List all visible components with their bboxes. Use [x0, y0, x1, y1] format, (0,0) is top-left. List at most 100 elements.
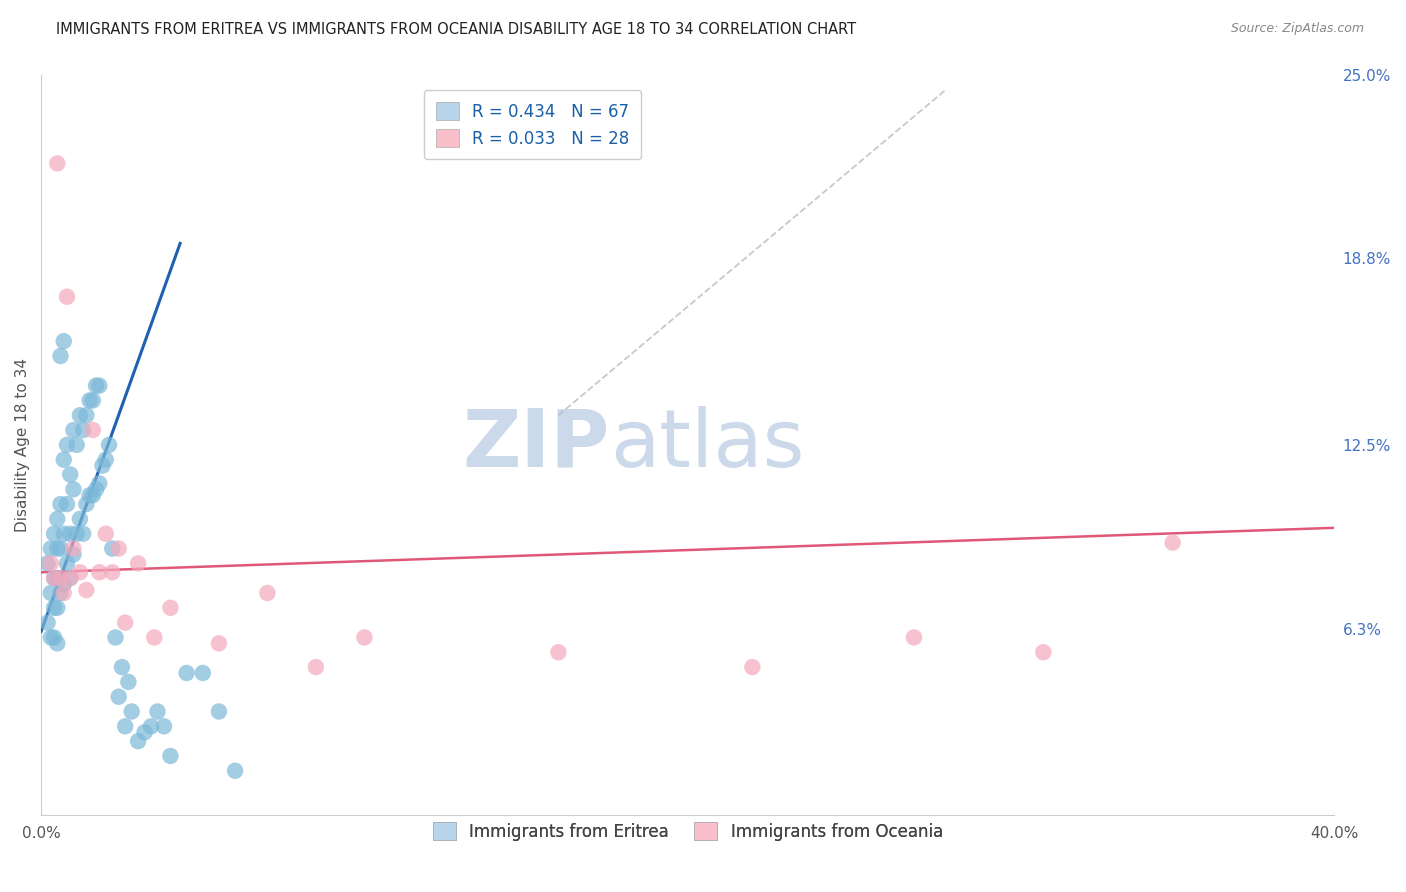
Point	[101, 541, 124, 556]
Point	[56, 497, 79, 511]
Point	[37, 615, 59, 630]
Point	[66, 526, 89, 541]
Point	[224, 764, 246, 778]
Point	[89, 476, 111, 491]
Point	[42, 571, 65, 585]
Point	[46, 512, 69, 526]
Point	[114, 615, 136, 630]
Point	[114, 719, 136, 733]
Point	[46, 600, 69, 615]
Point	[191, 665, 214, 680]
Point	[75, 497, 97, 511]
Point	[56, 557, 79, 571]
Point	[69, 512, 91, 526]
Point	[42, 526, 65, 541]
Text: ZIP: ZIP	[463, 406, 610, 483]
Point	[117, 674, 139, 689]
Point	[72, 423, 94, 437]
Point	[153, 719, 176, 733]
Point	[42, 600, 65, 615]
Point	[94, 526, 117, 541]
Point	[176, 665, 198, 680]
Point	[42, 631, 65, 645]
Point	[104, 631, 127, 645]
Point	[98, 438, 121, 452]
Point	[159, 748, 181, 763]
Point	[111, 660, 134, 674]
Point	[84, 378, 107, 392]
Point	[52, 577, 75, 591]
Point	[127, 734, 149, 748]
Point	[82, 393, 104, 408]
Point	[72, 526, 94, 541]
Point	[59, 571, 82, 585]
Point	[56, 290, 79, 304]
Text: atlas: atlas	[610, 406, 804, 483]
Point	[52, 334, 75, 348]
Point	[46, 636, 69, 650]
Point	[82, 423, 104, 437]
Point	[56, 438, 79, 452]
Text: IMMIGRANTS FROM ERITREA VS IMMIGRANTS FROM OCEANIA DISABILITY AGE 18 TO 34 CORRE: IMMIGRANTS FROM ERITREA VS IMMIGRANTS FR…	[56, 22, 856, 37]
Point	[49, 497, 72, 511]
Point	[37, 557, 59, 571]
Point	[94, 452, 117, 467]
Point	[134, 725, 156, 739]
Point	[62, 423, 84, 437]
Point	[107, 541, 129, 556]
Point	[1032, 645, 1054, 659]
Point	[49, 586, 72, 600]
Point	[107, 690, 129, 704]
Point	[159, 600, 181, 615]
Point	[208, 705, 231, 719]
Point	[69, 409, 91, 423]
Point	[146, 705, 169, 719]
Point	[121, 705, 143, 719]
Point	[89, 566, 111, 580]
Point	[59, 571, 82, 585]
Point	[46, 541, 69, 556]
Point	[39, 557, 62, 571]
Point	[49, 541, 72, 556]
Point	[49, 349, 72, 363]
Point	[79, 393, 101, 408]
Point	[741, 660, 763, 674]
Point	[1161, 535, 1184, 549]
Legend: Immigrants from Eritrea, Immigrants from Oceania: Immigrants from Eritrea, Immigrants from…	[426, 815, 949, 847]
Point	[82, 488, 104, 502]
Point	[79, 488, 101, 502]
Point	[256, 586, 278, 600]
Point	[46, 156, 69, 170]
Point	[59, 526, 82, 541]
Point	[42, 571, 65, 585]
Point	[69, 566, 91, 580]
Point	[66, 438, 89, 452]
Point	[101, 566, 124, 580]
Point	[75, 582, 97, 597]
Point	[143, 631, 166, 645]
Point	[49, 571, 72, 585]
Point	[75, 409, 97, 423]
Point	[84, 483, 107, 497]
Point	[208, 636, 231, 650]
Point	[62, 541, 84, 556]
Point	[139, 719, 162, 733]
Point	[62, 483, 84, 497]
Point	[903, 631, 925, 645]
Point	[39, 586, 62, 600]
Point	[62, 548, 84, 562]
Point	[52, 526, 75, 541]
Y-axis label: Disability Age 18 to 34: Disability Age 18 to 34	[15, 358, 30, 532]
Point	[91, 458, 114, 473]
Point	[305, 660, 328, 674]
Text: Source: ZipAtlas.com: Source: ZipAtlas.com	[1230, 22, 1364, 36]
Point	[39, 631, 62, 645]
Point	[353, 631, 375, 645]
Point	[39, 541, 62, 556]
Point	[127, 557, 149, 571]
Point	[59, 467, 82, 482]
Point	[52, 452, 75, 467]
Point	[547, 645, 569, 659]
Point	[52, 586, 75, 600]
Point	[89, 378, 111, 392]
